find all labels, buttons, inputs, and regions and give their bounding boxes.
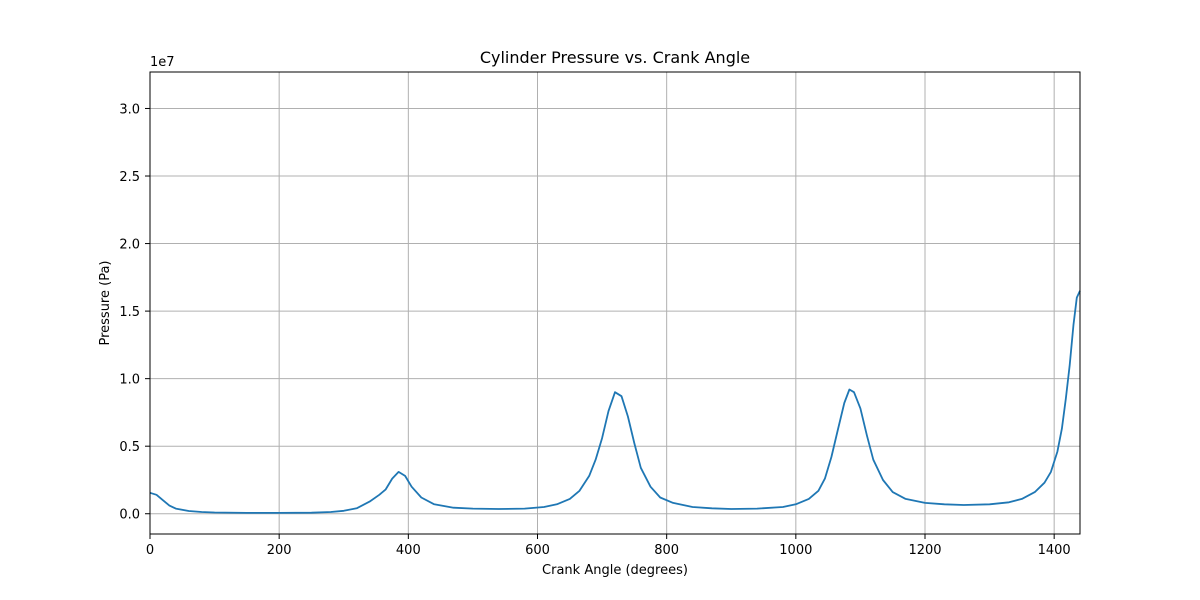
x-tick-label: 0 [146, 543, 154, 558]
x-tick-label: 800 [654, 543, 679, 558]
plot-frame [149, 71, 1081, 535]
x-tick-label: 1400 [1038, 543, 1071, 558]
y-tick-label: 3.0 [119, 102, 140, 117]
y-tick-label: 0.5 [119, 440, 140, 455]
ticks: 0 200 400 600 800 1000 1200 1400 0.0 0.5 1.0 1.5 2.0… [119, 102, 1070, 558]
x-tick-label: 200 [267, 543, 292, 558]
series-layer [149, 290, 1081, 514]
grid [149, 72, 1080, 534]
x-tick-label: 400 [396, 543, 421, 558]
y-axis-title: Pressure (Pa) [98, 260, 113, 345]
y-tick-label: 2.0 [119, 238, 140, 253]
chart-title: Cylinder Pressure vs. Crank Angle [480, 48, 750, 67]
y-tick-label: 1.5 [119, 305, 140, 320]
x-axis-title: Crank Angle (degrees) [542, 563, 688, 578]
x-tick-label: 1200 [908, 543, 941, 558]
y-offset-label: 1e7 [150, 55, 175, 70]
y-tick-label: 0.0 [119, 508, 140, 523]
x-tick-label: 600 [525, 543, 550, 558]
y-tick-label: 1.0 [119, 373, 140, 388]
y-tick-label: 2.5 [119, 170, 140, 185]
series-line [149, 290, 1081, 514]
x-tick-label: 1000 [779, 543, 812, 558]
